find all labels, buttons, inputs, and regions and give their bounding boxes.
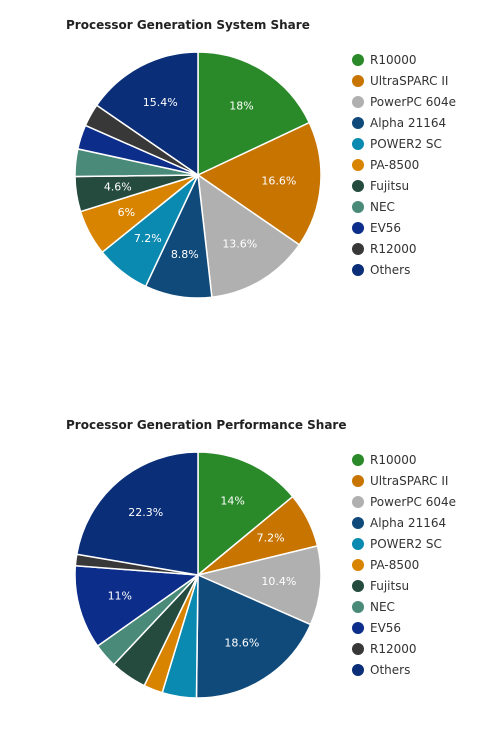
legend-swatch: [352, 580, 364, 592]
legend-label: Alpha 21164: [370, 516, 447, 530]
legend-item-r10000: R10000: [352, 452, 417, 468]
legend-label: Others: [370, 263, 411, 277]
pie-slice-others: [95, 51, 199, 177]
legend-swatch: [352, 96, 364, 108]
legend-item-powerpc-604e: PowerPC 604e: [352, 94, 456, 110]
legend-label: NEC: [370, 200, 395, 214]
legend-label: POWER2 SC: [370, 537, 442, 551]
legend-label: PA-8500: [370, 158, 420, 172]
legend-item-power2-sc: POWER2 SC: [352, 136, 442, 152]
legend-swatch: [352, 222, 364, 234]
legend-label: R10000: [370, 453, 417, 467]
legend-label: NEC: [370, 600, 395, 614]
legend-item-ev56: EV56: [352, 620, 401, 636]
legend-item-ultrasparc-ii: UltraSPARC II: [352, 73, 448, 89]
legend-swatch: [352, 138, 364, 150]
pie-slice-r10000: [197, 51, 311, 177]
slice-label-pa-8500: 6%: [118, 206, 135, 219]
legend-swatch: [352, 243, 364, 255]
slice-label-r10000: 18%: [229, 100, 253, 113]
slice-label-powerpc-604e: 10.4%: [261, 575, 296, 588]
pie-slice-ev56: [74, 564, 201, 648]
slice-label-ultrasparc-ii: 16.6%: [261, 175, 296, 188]
legend-label: Alpha 21164: [370, 116, 447, 130]
legend-label: R12000: [370, 642, 417, 656]
legend-item-powerpc-604e: PowerPC 604e: [352, 494, 456, 510]
legend-label: POWER2 SC: [370, 137, 442, 151]
legend-item-ultrasparc-ii: UltraSPARC II: [352, 473, 448, 489]
legend-swatch: [352, 454, 364, 466]
legend-item-power2-sc: POWER2 SC: [352, 536, 442, 552]
legend-swatch: [352, 117, 364, 129]
slice-label-others: 15.4%: [143, 96, 178, 109]
chart-title: Processor Generation Performance Share: [66, 418, 347, 432]
legend-label: Fujitsu: [370, 179, 410, 193]
legend-item-r10000: R10000: [352, 52, 417, 68]
legend-swatch: [352, 475, 364, 487]
legend-swatch: [352, 559, 364, 571]
legend-item-r12000: R12000: [352, 241, 417, 257]
legend-item-others: Others: [352, 262, 410, 278]
legend-item-nec: NEC: [352, 199, 395, 215]
legend-label: R10000: [370, 53, 417, 67]
legend-swatch: [352, 201, 364, 213]
chart-title: Processor Generation System Share: [66, 18, 310, 32]
slice-label-ultrasparc-ii: 7.2%: [257, 532, 285, 545]
legend-swatch: [352, 180, 364, 192]
pie-slice-ultrasparc-ii: [196, 121, 322, 246]
pie-slice-others: [75, 451, 199, 576]
legend-item-alpha-21164: Alpha 21164: [352, 115, 446, 131]
legend-swatch: [352, 538, 364, 550]
legend-label: UltraSPARC II: [370, 474, 449, 488]
legend-label: EV56: [370, 621, 402, 635]
legend-swatch: [352, 643, 364, 655]
pie-slice-r10000: [197, 451, 294, 577]
legend-item-nec: NEC: [352, 599, 395, 615]
legend-item-others: Others: [352, 662, 410, 678]
legend-label: PowerPC 604e: [370, 495, 456, 509]
slice-label-power2-sc: 7.2%: [134, 232, 162, 245]
slice-label-ev56: 11%: [108, 590, 132, 603]
legend-swatch: [352, 622, 364, 634]
slice-label-others: 22.3%: [128, 506, 163, 519]
pie-slice-powerpc-604e: [197, 173, 301, 299]
legend-item-fujitsu: Fujitsu: [352, 578, 409, 594]
legend-swatch: [352, 496, 364, 508]
slice-label-alpha-21164: 8.8%: [171, 248, 199, 261]
legend-swatch: [352, 75, 364, 87]
legend-label: PA-8500: [370, 558, 420, 572]
legend-label: PowerPC 604e: [370, 95, 456, 109]
slice-label-alpha-21164: 18.6%: [224, 636, 259, 649]
slice-label-fujitsu: 4.6%: [104, 181, 132, 194]
legend-item-r12000: R12000: [352, 641, 417, 657]
legend-swatch: [352, 664, 364, 676]
pie-chart: 14% 7.2% 10.4% 18.6% 11% 22.3%: [74, 451, 322, 699]
legend-label: Others: [370, 663, 411, 677]
slice-label-r10000: 14%: [220, 495, 244, 508]
legend-label: EV56: [370, 221, 402, 235]
legend-item-fujitsu: Fujitsu: [352, 178, 409, 194]
slice-label-powerpc-604e: 13.6%: [222, 238, 257, 251]
legend-item-pa-8500: PA-8500: [352, 157, 419, 173]
legend-swatch: [352, 264, 364, 276]
legend-item-ev56: EV56: [352, 220, 401, 236]
legend-label: Fujitsu: [370, 579, 410, 593]
legend-label: R12000: [370, 242, 417, 256]
legend-swatch: [352, 601, 364, 613]
legend-swatch: [352, 517, 364, 529]
pie-chart: 18% 16.6% 13.6% 8.8% 7.2% 6% 4.6% 15.4%: [74, 51, 322, 299]
legend-item-alpha-21164: Alpha 21164: [352, 515, 446, 531]
pie-slice-powerpc-604e: [195, 545, 322, 626]
pie-slice-alpha-21164: [195, 573, 312, 699]
legend-swatch: [352, 54, 364, 66]
legend-label: UltraSPARC II: [370, 74, 449, 88]
legend-swatch: [352, 159, 364, 171]
legend-item-pa-8500: PA-8500: [352, 557, 419, 573]
